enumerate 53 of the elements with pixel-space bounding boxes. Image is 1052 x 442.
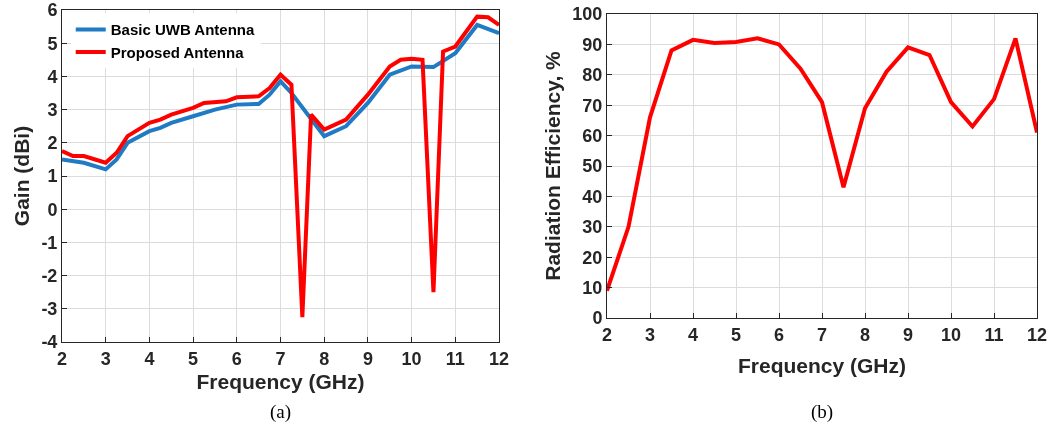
y-tick-label: 4	[47, 66, 58, 87]
y-tick-label: -4	[41, 332, 58, 353]
y-axis-title: Radiation Efficiency, %	[540, 50, 564, 281]
y-axis-title: Gain (dBi)	[9, 125, 33, 227]
y-tick-label: 80	[582, 65, 603, 86]
x-tick-label: 11	[984, 324, 1004, 345]
x-tick-label: 3	[644, 324, 656, 345]
y-tick-label: -3	[41, 299, 58, 320]
y-tick-label: 30	[582, 217, 603, 238]
x-tick-label: 5	[188, 348, 199, 369]
x-axis-title: Frequency (GHz)	[196, 369, 365, 393]
x-tick-label: 9	[362, 348, 373, 369]
legend-label: Proposed Antenna	[110, 43, 245, 61]
y-tick-label: 5	[47, 33, 58, 54]
x-tick-label: 11	[445, 348, 465, 369]
x-tick-label: 9	[902, 324, 914, 345]
y-tick-label: 2	[47, 133, 58, 154]
x-tick-label: 10	[940, 324, 962, 345]
y-tick-label: 1	[47, 166, 58, 187]
y-tick-label: 20	[582, 247, 603, 268]
x-axis-title: Frequency (GHz)	[737, 353, 907, 377]
x-tick-label: 4	[687, 324, 699, 345]
y-tick-label: 90	[582, 34, 603, 55]
y-tick-label: -2	[41, 265, 58, 286]
y-tick-label: -1	[41, 232, 58, 253]
x-tick-label: 12	[1026, 324, 1048, 345]
x-tick-label: 8	[319, 348, 330, 369]
y-tick-label: 50	[582, 156, 603, 177]
y-tick-label: 10	[582, 277, 603, 298]
line-series	[62, 14, 499, 320]
x-tick-label: 12	[488, 348, 510, 369]
x-tick-label: 7	[275, 348, 286, 369]
x-tick-label: 3	[100, 348, 111, 369]
line-series	[607, 36, 1037, 293]
y-tick-label: 0	[47, 199, 58, 220]
y-tick-label: 60	[582, 125, 603, 146]
x-tick-label: 6	[231, 348, 242, 369]
x-tick-label: 10	[401, 348, 422, 369]
y-tick-label: 40	[582, 186, 603, 207]
x-tick-label: 6	[773, 324, 785, 345]
y-tick-label: 6	[47, 0, 58, 21]
y-tick-label: 100	[572, 4, 603, 25]
x-tick-label: 8	[859, 324, 871, 345]
text: (a)	[270, 401, 292, 423]
y-tick-label: 3	[47, 99, 58, 120]
text: (b)	[811, 401, 834, 423]
legend-label: Basic UWB Antenna	[110, 21, 256, 39]
x-tick-label: 5	[730, 324, 742, 345]
line-series	[62, 22, 499, 172]
x-tick-label: 4	[144, 348, 155, 369]
y-tick-label: 0	[592, 308, 603, 329]
x-tick-label: 7	[816, 324, 828, 345]
y-tick-label: 70	[582, 95, 603, 116]
